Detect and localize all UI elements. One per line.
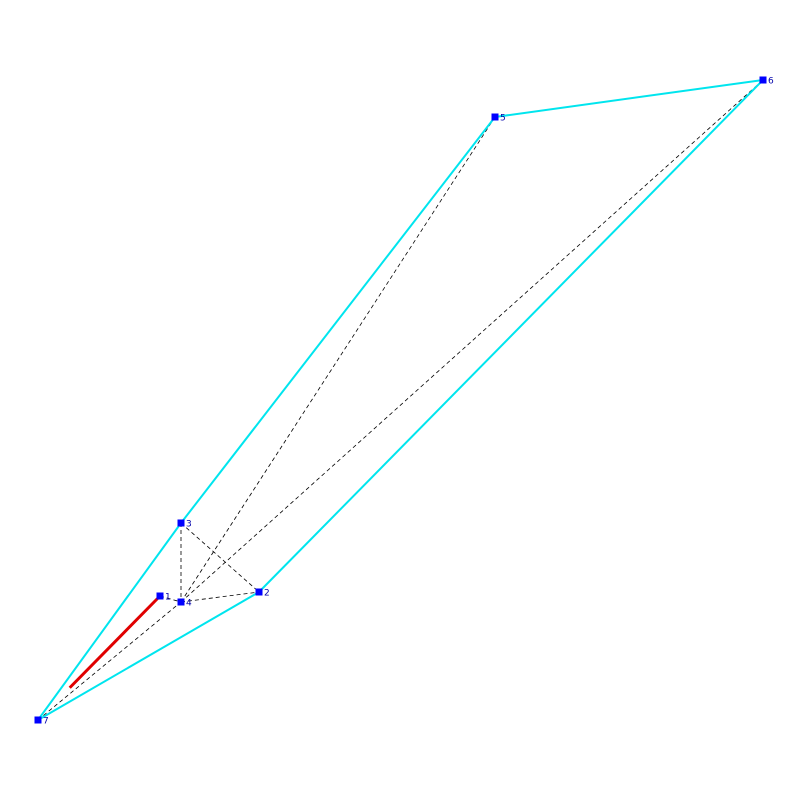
- node-marker-7: [34, 716, 42, 724]
- hull-edge-6-2: [258, 79, 764, 593]
- dashed-edge-4-5: [180, 116, 496, 603]
- dashed-edge-4-6: [180, 79, 764, 603]
- nodes: 1 2 3 4 5 6 7: [34, 76, 774, 727]
- dashed-edges: [37, 79, 764, 721]
- node-marker-3: [177, 519, 185, 527]
- node-marker-4: [177, 598, 185, 606]
- node-label-6: 6: [768, 77, 774, 87]
- node-label-1: 1: [165, 593, 171, 603]
- hull-edge-2-7: [37, 591, 260, 721]
- node-marker-1: [156, 592, 164, 600]
- hull-edge-7-3: [37, 522, 182, 721]
- hull-edges: [37, 79, 764, 721]
- highlight-edge-1-7: [68, 594, 162, 689]
- node-label-3: 3: [186, 520, 192, 530]
- hull-edge-3-5: [180, 116, 496, 524]
- node-label-2: 2: [264, 589, 270, 599]
- node-marker-6: [759, 76, 767, 84]
- hull-edge-5-6: [494, 79, 764, 118]
- dashed-edge-4-2: [180, 591, 260, 603]
- dashed-edge-7-4: [37, 601, 182, 721]
- node-label-7: 7: [43, 717, 49, 727]
- node-marker-2: [255, 588, 263, 596]
- node-label-5: 5: [500, 114, 506, 124]
- dashed-edge-3-2: [180, 522, 260, 593]
- node-label-4: 4: [186, 599, 192, 609]
- node-marker-5: [491, 113, 499, 121]
- highlight-edges: [68, 594, 162, 689]
